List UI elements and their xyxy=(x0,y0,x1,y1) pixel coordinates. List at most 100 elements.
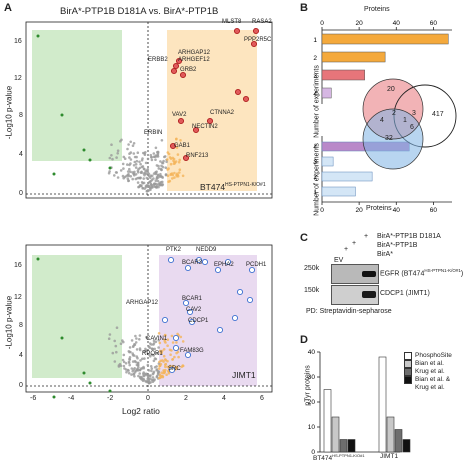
bar xyxy=(323,389,332,453)
bar xyxy=(321,156,334,167)
data-point xyxy=(152,177,155,180)
data-point xyxy=(145,176,149,180)
data-point xyxy=(154,357,158,361)
data-point xyxy=(110,143,113,146)
data-point xyxy=(170,172,174,175)
data-point xyxy=(178,158,181,162)
plot-frame xyxy=(25,244,273,393)
protein-label: ARHGAP12 xyxy=(178,50,211,56)
data-point xyxy=(150,158,154,162)
data-point xyxy=(161,161,164,165)
band-close: ) xyxy=(460,270,464,278)
data-point xyxy=(178,168,182,171)
bar xyxy=(321,186,356,197)
pd-footer: PD: Streptavidin-sepharose xyxy=(306,308,392,315)
data-point xyxy=(108,156,112,160)
plot-frame xyxy=(25,21,273,199)
data-point xyxy=(129,140,132,144)
protein-label: CTNNA2 xyxy=(210,110,235,116)
tick-label: 20 xyxy=(308,399,316,406)
data-point xyxy=(135,337,138,340)
group-name: BT474 xyxy=(313,455,333,463)
data-point xyxy=(169,364,172,368)
data-point xyxy=(168,348,172,352)
xtick: 4 xyxy=(222,395,226,402)
tick-label: 30 xyxy=(308,374,316,381)
protein-label: PPP2R5C xyxy=(244,37,272,43)
xtick: -4 xyxy=(68,395,75,402)
venn-value: 417 xyxy=(432,111,444,118)
legend-item: Krug et al. xyxy=(404,368,464,376)
protein-label: ARHGAP12 xyxy=(126,300,159,306)
bar xyxy=(378,356,387,453)
venn-value: 32 xyxy=(385,135,393,142)
data-point xyxy=(116,152,119,155)
data-point xyxy=(135,363,139,367)
cell-label-bottom: JIMT1 xyxy=(232,370,256,380)
xtick: 2 xyxy=(184,395,188,402)
hit-point xyxy=(167,256,175,264)
green-point xyxy=(82,148,86,152)
data-point xyxy=(178,171,181,174)
data-point xyxy=(124,368,128,371)
category-label: 2 xyxy=(313,174,317,181)
data-point xyxy=(129,170,132,173)
data-point xyxy=(129,175,133,178)
tick-label: 40 xyxy=(393,207,401,214)
data-point xyxy=(143,357,146,360)
data-point xyxy=(138,176,142,180)
xtick: -2 xyxy=(107,395,114,402)
group-label-jimt1: JIMT1 xyxy=(380,453,399,460)
hit-point xyxy=(184,264,192,272)
protein-label: PCDH1 xyxy=(246,262,267,268)
ytick: 4 xyxy=(19,151,23,158)
data-point xyxy=(139,162,142,166)
y-axis-label-bottom: -Log10 p-value xyxy=(4,295,14,350)
ytick: 8 xyxy=(19,322,23,329)
data-point xyxy=(160,139,164,142)
data-point xyxy=(181,340,185,343)
data-point xyxy=(131,353,135,357)
hit-point xyxy=(192,126,200,134)
data-point xyxy=(107,171,111,175)
data-point xyxy=(146,157,150,161)
data-point xyxy=(150,156,153,159)
data-point xyxy=(156,179,160,183)
data-point xyxy=(152,359,156,363)
data-point xyxy=(149,374,152,377)
data-point xyxy=(157,332,161,335)
protein-label: ERBIN xyxy=(144,130,163,136)
volcano-plots xyxy=(25,21,273,399)
tick-label: 0 xyxy=(320,20,324,27)
bar xyxy=(347,439,356,453)
band xyxy=(362,271,376,277)
band-label-egfr: EGFR (BT474HS-PTPN1-K/O#1) xyxy=(380,268,463,277)
data-point xyxy=(132,373,135,376)
data-point xyxy=(131,345,135,349)
data-point xyxy=(169,353,172,357)
data-point xyxy=(108,333,112,336)
data-point xyxy=(144,184,148,188)
data-point xyxy=(142,177,145,180)
data-point xyxy=(162,354,166,358)
data-point xyxy=(156,176,160,179)
data-point xyxy=(154,154,158,157)
data-point xyxy=(134,166,138,169)
data-point xyxy=(175,341,178,344)
data-point xyxy=(149,153,153,157)
category-label: 1 xyxy=(313,37,317,44)
protein-label: ERBB2 xyxy=(148,57,168,63)
data-point xyxy=(149,182,153,186)
data-point xyxy=(172,159,175,162)
data-point xyxy=(165,158,169,161)
ytick: 16 xyxy=(14,38,22,45)
cell-name: BT474 xyxy=(200,182,226,192)
protein-label: MLST8 xyxy=(222,19,242,25)
venn-value: 20 xyxy=(387,86,395,93)
data-point xyxy=(151,347,155,351)
row-label: BirA* xyxy=(377,251,393,258)
data-point xyxy=(164,365,167,369)
green-point xyxy=(52,395,56,399)
data-point xyxy=(138,334,142,337)
